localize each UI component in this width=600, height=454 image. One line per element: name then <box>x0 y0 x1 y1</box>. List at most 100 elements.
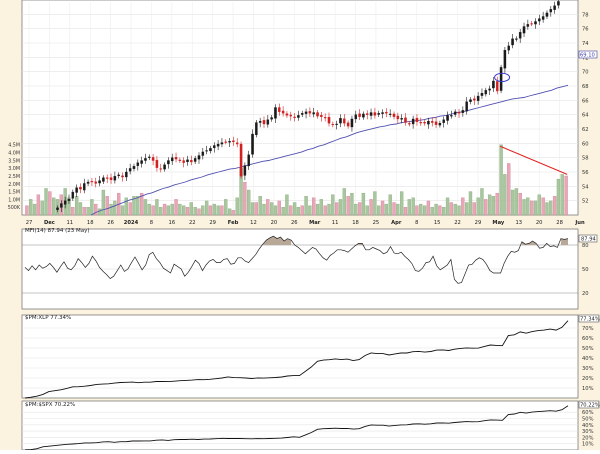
candle-body <box>79 187 81 189</box>
candle-body <box>221 143 223 144</box>
candle-body <box>267 120 269 125</box>
volume-bar <box>316 204 319 215</box>
x-axis-label: 25 <box>373 220 380 226</box>
volume-bar <box>530 201 533 215</box>
volume-bar <box>312 198 315 215</box>
x-axis-label: Jun <box>574 220 585 226</box>
candle-body <box>393 114 395 117</box>
candle-body <box>95 182 97 184</box>
candle-body <box>110 178 112 180</box>
x-axis-label: 12 <box>250 220 257 226</box>
volume-bar <box>335 203 338 216</box>
volume-bar <box>496 193 499 215</box>
xlp-tick-label: 20% <box>582 376 594 382</box>
candle-body <box>202 152 204 156</box>
volume-bar <box>155 199 158 215</box>
volume-bar <box>98 209 101 215</box>
xlp-panel-label: $PM:XLP 77.34% <box>25 315 71 321</box>
volume-bar <box>301 206 304 215</box>
mfi-tick-label: 50 <box>582 267 589 273</box>
price-tick-label: 68 <box>582 84 589 90</box>
volume-bar <box>236 198 239 215</box>
candle-body <box>385 112 387 113</box>
volume-bar <box>511 190 514 215</box>
price-tick-label: 66 <box>582 98 589 104</box>
spx-tick-label: 30% <box>582 429 594 435</box>
volume-bar <box>350 193 353 215</box>
volume-bar <box>136 196 139 215</box>
candle-body <box>56 208 58 210</box>
candle-body <box>160 169 162 170</box>
volume-bar <box>484 199 487 215</box>
candle-body <box>492 81 494 88</box>
volume-bar <box>33 204 36 215</box>
candle-body <box>167 161 169 164</box>
xlp-tick-label: 30% <box>582 366 594 372</box>
x-axis-label: 22 <box>454 220 461 226</box>
candle-body <box>91 181 93 182</box>
volume-bar <box>266 199 269 215</box>
candle-body <box>347 123 349 126</box>
mfi-panel-label: MFI(14) 87.94 (23 May) <box>25 228 89 234</box>
candle-body <box>504 50 506 68</box>
volume-bar <box>526 198 529 215</box>
volume-bar <box>431 207 434 215</box>
candle-body <box>316 113 318 117</box>
candle-body <box>324 117 326 118</box>
volume-bar <box>213 204 216 215</box>
x-axis-label: Apr <box>391 220 402 226</box>
candle-body <box>313 113 315 115</box>
x-axis-label: 26 <box>107 220 114 226</box>
xlp-tick-label: 40% <box>582 356 594 362</box>
price-tick-label: 64 <box>582 113 589 119</box>
candle-body <box>141 161 143 164</box>
volume-bar <box>400 192 403 215</box>
volume-bar <box>488 195 491 215</box>
xlp-tick-label: 50% <box>582 346 594 352</box>
candle-body <box>152 157 154 160</box>
candle-body <box>206 151 208 152</box>
volume-bar <box>197 209 200 215</box>
candle-body <box>542 16 544 19</box>
volume-bar <box>454 204 457 215</box>
volume-bar <box>209 206 212 215</box>
xlp-tag-value: 77.34% <box>580 317 600 323</box>
volume-bar <box>113 201 116 215</box>
volume-bar <box>545 203 548 216</box>
volume-bar <box>450 203 453 216</box>
volume-bar <box>565 176 568 215</box>
x-axis-label: 18 <box>87 220 94 226</box>
candle-body <box>374 113 376 116</box>
volume-bar <box>29 199 32 215</box>
candle-body <box>290 115 292 116</box>
candle-body <box>446 115 448 120</box>
x-axis-label: Mar <box>309 220 321 226</box>
volume-bar <box>435 204 438 215</box>
volume-bar <box>347 196 350 215</box>
candle-body <box>186 160 188 162</box>
candle-body <box>209 148 211 151</box>
candle-body <box>515 39 517 40</box>
candle-body <box>328 117 330 123</box>
volume-bar <box>45 188 48 215</box>
candle-body <box>213 145 215 147</box>
candle-body <box>259 121 261 122</box>
candle-body <box>332 124 334 125</box>
volume-bar <box>251 203 254 216</box>
volume-bar <box>37 195 40 215</box>
candle-body <box>362 114 364 117</box>
volume-bar <box>228 209 231 215</box>
price-tick-label: 56 <box>582 170 589 176</box>
volume-bar <box>553 196 556 215</box>
volume-bar <box>194 207 197 215</box>
candle-body <box>336 124 338 125</box>
candle-body <box>129 168 131 171</box>
volume-bar <box>377 206 380 215</box>
volume-bar <box>339 199 342 215</box>
x-axis-label: Dec <box>44 220 55 226</box>
volume-tick-label: 1.5M <box>8 190 20 196</box>
volume-tick-label: 4.5M <box>8 143 20 149</box>
volume-bar <box>182 206 185 215</box>
volume-bar <box>79 203 82 216</box>
